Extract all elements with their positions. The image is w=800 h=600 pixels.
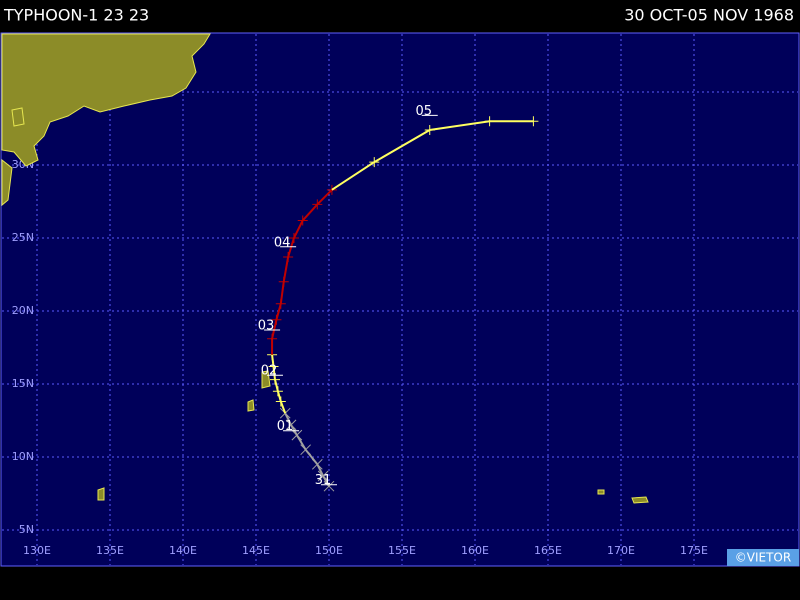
track-point: [278, 276, 289, 287]
lon-tick-label: 130E: [23, 544, 51, 557]
island: [597, 489, 605, 495]
lat-tick-label: 20N: [12, 304, 34, 317]
credit: ©VIETOR: [735, 551, 791, 565]
track-point: [317, 470, 329, 482]
lat-tick-label: 25N: [12, 231, 34, 244]
lon-tick-label: 175E: [680, 544, 708, 557]
track-segment: [373, 120, 534, 163]
track-point: [268, 361, 279, 372]
map-area: [0, 32, 800, 567]
day-label: 04: [274, 235, 291, 250]
track-point: [291, 429, 303, 441]
track-point: [283, 251, 294, 262]
lon-tick-label: 140E: [169, 544, 197, 557]
lon-tick-label: 160E: [461, 544, 489, 557]
day-label: 03: [258, 318, 275, 333]
grid: 5N10N15N20N25N30N35N: [2, 34, 798, 565]
day-label: 01: [277, 419, 294, 434]
lon-tick-label: 155E: [388, 544, 416, 557]
island: [631, 496, 649, 504]
lon-tick-label: 150E: [315, 544, 343, 557]
track-point: [271, 314, 282, 325]
track-point: [528, 116, 539, 127]
lon-tick-label: 135E: [96, 544, 124, 557]
track-point: [285, 419, 297, 431]
track-point: [269, 374, 280, 385]
day-label: 31: [315, 473, 332, 488]
lon-tick-label: 145E: [242, 544, 270, 557]
land: [1, 33, 649, 504]
lon-tick-label: 165E: [534, 544, 562, 557]
track-connector: [331, 161, 375, 191]
track-point: [297, 215, 308, 226]
track-point: [267, 333, 278, 344]
lat-tick-label: 5N: [19, 523, 34, 536]
island: [97, 487, 105, 501]
island: [247, 399, 255, 412]
track-connector: [279, 401, 287, 414]
track: 31 01 02 03 04 05: [258, 104, 539, 492]
lat-tick-label: 15N: [12, 377, 34, 390]
credit-box: [727, 549, 799, 566]
day-label: 02: [261, 364, 278, 379]
track-point: [311, 458, 323, 470]
track-point: [272, 386, 283, 397]
korea: [1, 158, 13, 207]
lon-tick-label: 170E: [607, 544, 635, 557]
title: TYPHOON-1 23 23: [3, 6, 149, 25]
track-point: [288, 233, 299, 243]
track-point: [312, 199, 323, 210]
track-point: [300, 444, 311, 456]
island: [11, 107, 25, 127]
japan: [1, 33, 211, 167]
lat-tick-label: 10N: [12, 450, 34, 463]
track-point: [275, 298, 286, 309]
track-point: [275, 396, 286, 407]
track-point: [323, 480, 335, 492]
track-point: [424, 124, 435, 135]
track-point: [484, 116, 495, 127]
track-point: [369, 157, 380, 168]
day-label: 05: [415, 104, 432, 119]
dates: 30 OCT-05 NOV 1968: [624, 6, 794, 25]
